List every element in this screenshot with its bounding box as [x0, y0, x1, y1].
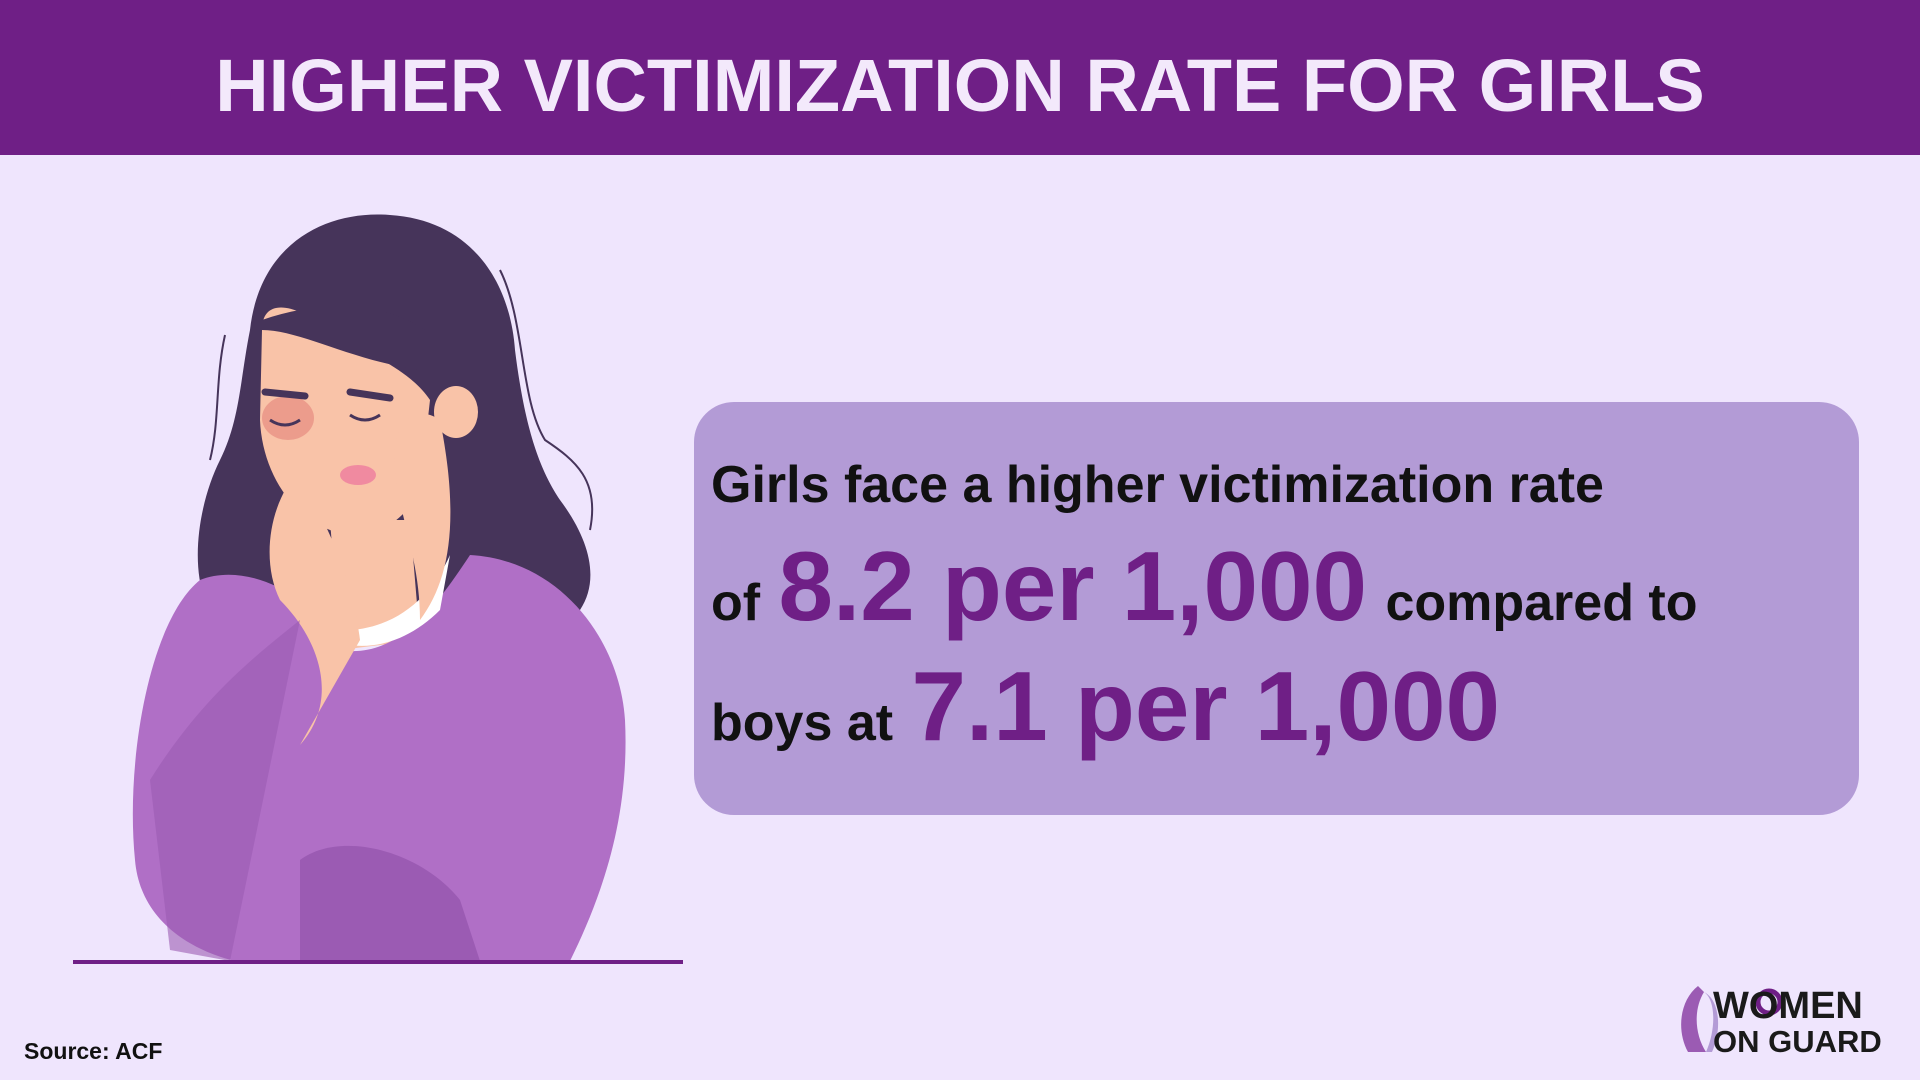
callout-text: Girls face a higher victimization rate: [711, 456, 1604, 514]
callout-figure: 8.2 per 1,000: [779, 531, 1367, 641]
callout-line: boys at 7.1 per 1,000: [711, 651, 1500, 761]
page-title: HIGHER VICTIMIZATION RATE FOR GIRLS: [215, 44, 1705, 127]
callout-line: of 8.2 per 1,000 compared to: [711, 531, 1698, 641]
header-band: [0, 0, 1920, 155]
logo-text: ON GUARD: [1713, 1024, 1882, 1059]
logo: WOMEN ON GUARD: [1681, 985, 1882, 1059]
source-note: Source: ACF: [24, 1038, 162, 1064]
callout-figure: 7.1 per 1,000: [912, 651, 1500, 761]
callout-text: of: [711, 574, 761, 632]
callout-text: compared to: [1385, 574, 1697, 632]
logo-text: WOMEN: [1713, 985, 1863, 1027]
callout-box: [694, 402, 1859, 815]
callout-line: Girls face a higher victimization rate: [711, 456, 1604, 514]
illustration: [132, 214, 626, 961]
callout-text: boys at: [711, 694, 893, 752]
